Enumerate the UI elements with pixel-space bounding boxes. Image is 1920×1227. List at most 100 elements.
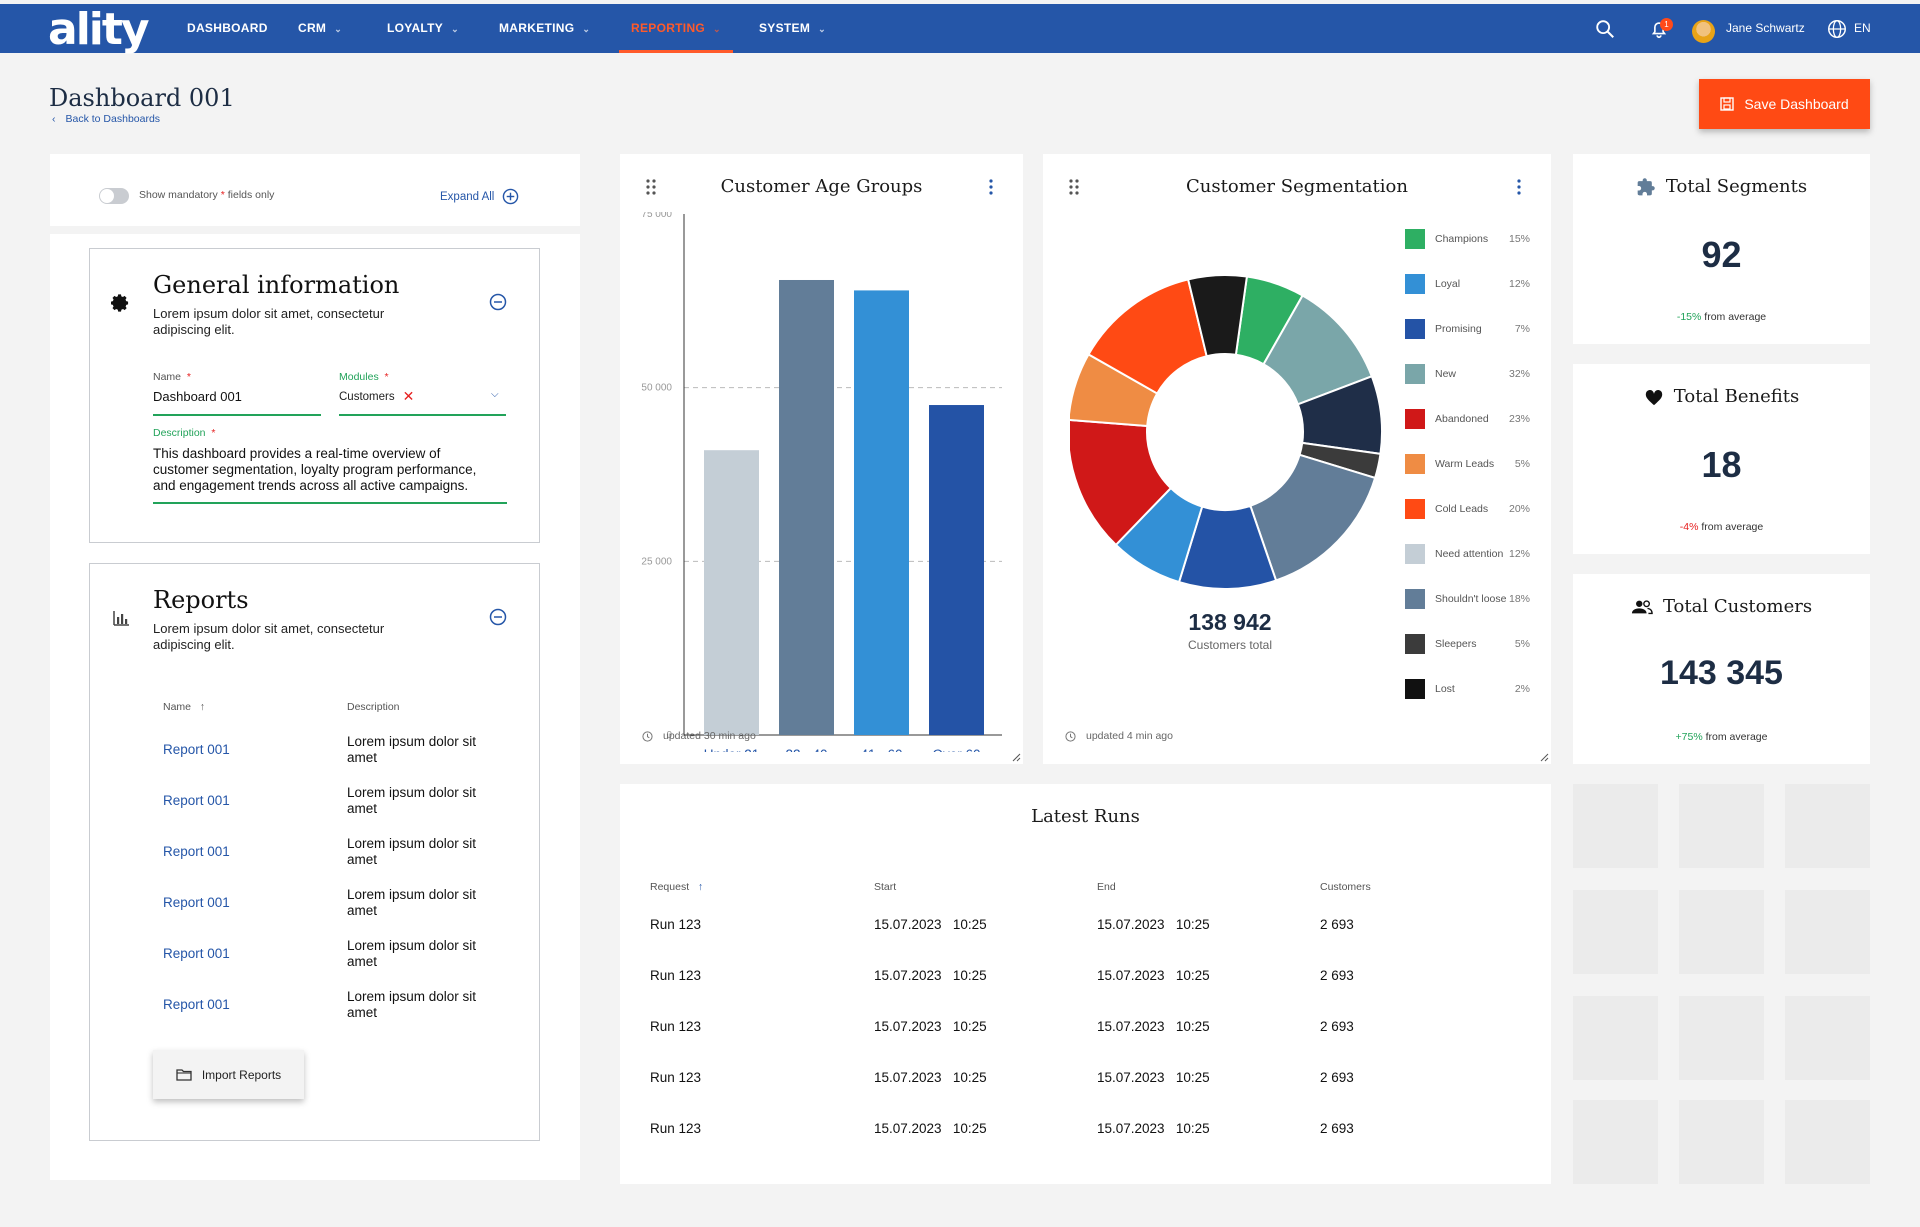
run-end: 15.07.2023 10:25 xyxy=(1097,1070,1210,1085)
x-tick-label: 41 - 60 xyxy=(860,747,902,752)
clock-icon xyxy=(1065,730,1076,742)
kpi-title: Total Segments xyxy=(1573,176,1870,197)
empty-widget-slot[interactable] xyxy=(1573,784,1658,868)
report-link[interactable]: Report 001 xyxy=(163,844,230,859)
bar[interactable] xyxy=(854,290,909,735)
run-start: 15.07.2023 10:25 xyxy=(874,1121,987,1136)
drag-handle-icon[interactable] xyxy=(645,178,657,196)
empty-widget-slot[interactable] xyxy=(1679,890,1764,974)
chevron-down-icon[interactable]: ⌵ xyxy=(491,389,499,400)
pie-slice[interactable] xyxy=(1070,419,1173,547)
more-vertical-icon[interactable] xyxy=(988,178,994,196)
empty-widget-slot[interactable] xyxy=(1785,996,1870,1080)
updated-status: updated 4 min ago xyxy=(1065,730,1173,742)
drag-handle-icon[interactable] xyxy=(1068,178,1080,196)
save-dashboard-button[interactable]: Save Dashboard xyxy=(1699,79,1870,129)
heart-icon xyxy=(1645,389,1662,405)
name-field[interactable]: Dashboard 001 xyxy=(153,389,242,404)
general-information-section: General information Lorem ipsum dolor si… xyxy=(89,248,540,543)
app-logo[interactable]: ality xyxy=(48,4,150,55)
run-request[interactable]: Run 123 xyxy=(650,1121,702,1136)
legend-percent: 12% xyxy=(1508,548,1530,560)
resize-handle-icon[interactable] xyxy=(1011,752,1021,762)
module-chip[interactable]: Customers ✕ xyxy=(339,388,415,404)
empty-widget-slot[interactable] xyxy=(1679,996,1764,1080)
legend-swatch[interactable] xyxy=(1405,229,1425,249)
pie-slice[interactable] xyxy=(1186,274,1249,358)
empty-widget-slot[interactable] xyxy=(1785,890,1870,974)
search-icon[interactable] xyxy=(1594,18,1616,40)
legend-swatch[interactable] xyxy=(1405,679,1425,699)
run-request[interactable]: Run 123 xyxy=(650,1019,702,1034)
pie-slice[interactable] xyxy=(1249,453,1377,582)
globe-icon[interactable] xyxy=(1826,18,1848,40)
legend-label: Warm Leads xyxy=(1435,458,1495,470)
more-vertical-icon[interactable] xyxy=(1516,178,1522,196)
column-header-end[interactable]: End xyxy=(1097,881,1116,893)
nav-item-reporting[interactable]: REPORTING ⌄ xyxy=(619,4,733,53)
report-link[interactable]: Report 001 xyxy=(163,997,230,1012)
nav-item-dashboard[interactable]: DASHBOARD xyxy=(187,21,268,35)
column-header-start[interactable]: Start xyxy=(874,881,897,893)
empty-widget-slot[interactable] xyxy=(1785,1100,1870,1184)
user-name[interactable]: Jane Schwartz xyxy=(1726,21,1805,35)
x-tick-label: Under 21 xyxy=(704,747,760,752)
reports-section: Reports Lorem ipsum dolor sit amet, cons… xyxy=(89,563,540,1141)
puzzle-icon xyxy=(1637,177,1655,195)
run-request[interactable]: Run 123 xyxy=(650,1070,702,1085)
expand-all-button[interactable]: Expand All xyxy=(440,188,519,205)
chevron-down-icon: ⌄ xyxy=(713,24,721,34)
empty-widget-slot[interactable] xyxy=(1573,1100,1658,1184)
kpi-card-total-benefits: Total Benefits 18 -4% from average xyxy=(1573,364,1870,554)
latest-runs-card: Latest Runs Request ↑ Start End Customer… xyxy=(620,784,1551,1184)
run-request[interactable]: Run 123 xyxy=(650,917,702,932)
empty-widget-slot[interactable] xyxy=(1679,784,1764,868)
report-link[interactable]: Report 001 xyxy=(163,946,230,961)
nav-item-system[interactable]: SYSTEM ⌄ xyxy=(759,4,826,53)
column-header-request[interactable]: Request ↑ xyxy=(650,881,704,893)
report-link[interactable]: Report 001 xyxy=(163,895,230,910)
legend-swatch[interactable] xyxy=(1405,364,1425,384)
run-request[interactable]: Run 123 xyxy=(650,968,702,983)
back-link[interactable]: ‹ Back to Dashboards xyxy=(52,113,161,125)
run-start: 15.07.2023 10:25 xyxy=(874,1019,987,1034)
report-description: Lorem ipsum dolor sit amet xyxy=(347,938,477,969)
legend-swatch[interactable] xyxy=(1405,274,1425,294)
legend-swatch[interactable] xyxy=(1405,454,1425,474)
nav-item-crm[interactable]: CRM ⌄ xyxy=(298,4,342,53)
minus-circle-icon[interactable] xyxy=(489,293,507,311)
import-reports-button[interactable]: Import Reports xyxy=(153,1050,304,1099)
chevron-down-icon: ⌄ xyxy=(451,24,459,34)
legend-swatch[interactable] xyxy=(1405,634,1425,654)
gear-icon xyxy=(111,294,129,312)
legend-label: Sleepers xyxy=(1435,638,1477,650)
empty-widget-slot[interactable] xyxy=(1573,996,1658,1080)
report-link[interactable]: Report 001 xyxy=(163,742,230,757)
empty-widget-slot[interactable] xyxy=(1573,890,1658,974)
legend-swatch[interactable] xyxy=(1405,544,1425,564)
resize-handle-icon[interactable] xyxy=(1539,752,1549,762)
avatar[interactable] xyxy=(1692,20,1715,43)
legend-swatch[interactable] xyxy=(1405,409,1425,429)
description-field[interactable]: This dashboard provides a real-time over… xyxy=(153,446,477,493)
notification-badge: 1 xyxy=(1660,18,1673,31)
minus-circle-icon[interactable] xyxy=(489,608,507,626)
legend-swatch[interactable] xyxy=(1405,499,1425,519)
mandatory-toggle[interactable] xyxy=(99,188,129,204)
nav-item-marketing[interactable]: MARKETING ⌄ xyxy=(499,4,590,53)
empty-widget-slot[interactable] xyxy=(1785,784,1870,868)
bar[interactable] xyxy=(704,450,759,735)
legend-swatch[interactable] xyxy=(1405,319,1425,339)
legend-swatch[interactable] xyxy=(1405,589,1425,609)
bar[interactable] xyxy=(779,279,834,735)
column-header-name[interactable]: Name ↑ xyxy=(163,701,206,713)
bar[interactable] xyxy=(929,405,984,735)
close-icon[interactable]: ✕ xyxy=(402,388,415,404)
empty-widget-slot[interactable] xyxy=(1679,1100,1764,1184)
language-selector[interactable]: EN xyxy=(1854,21,1871,35)
report-link[interactable]: Report 001 xyxy=(163,793,230,808)
run-customers: 2 693 xyxy=(1320,1019,1354,1034)
column-header-customers[interactable]: Customers xyxy=(1320,881,1371,893)
legend-percent: 32% xyxy=(1508,368,1530,380)
nav-item-loyalty[interactable]: LOYALTY ⌄ xyxy=(387,4,459,53)
